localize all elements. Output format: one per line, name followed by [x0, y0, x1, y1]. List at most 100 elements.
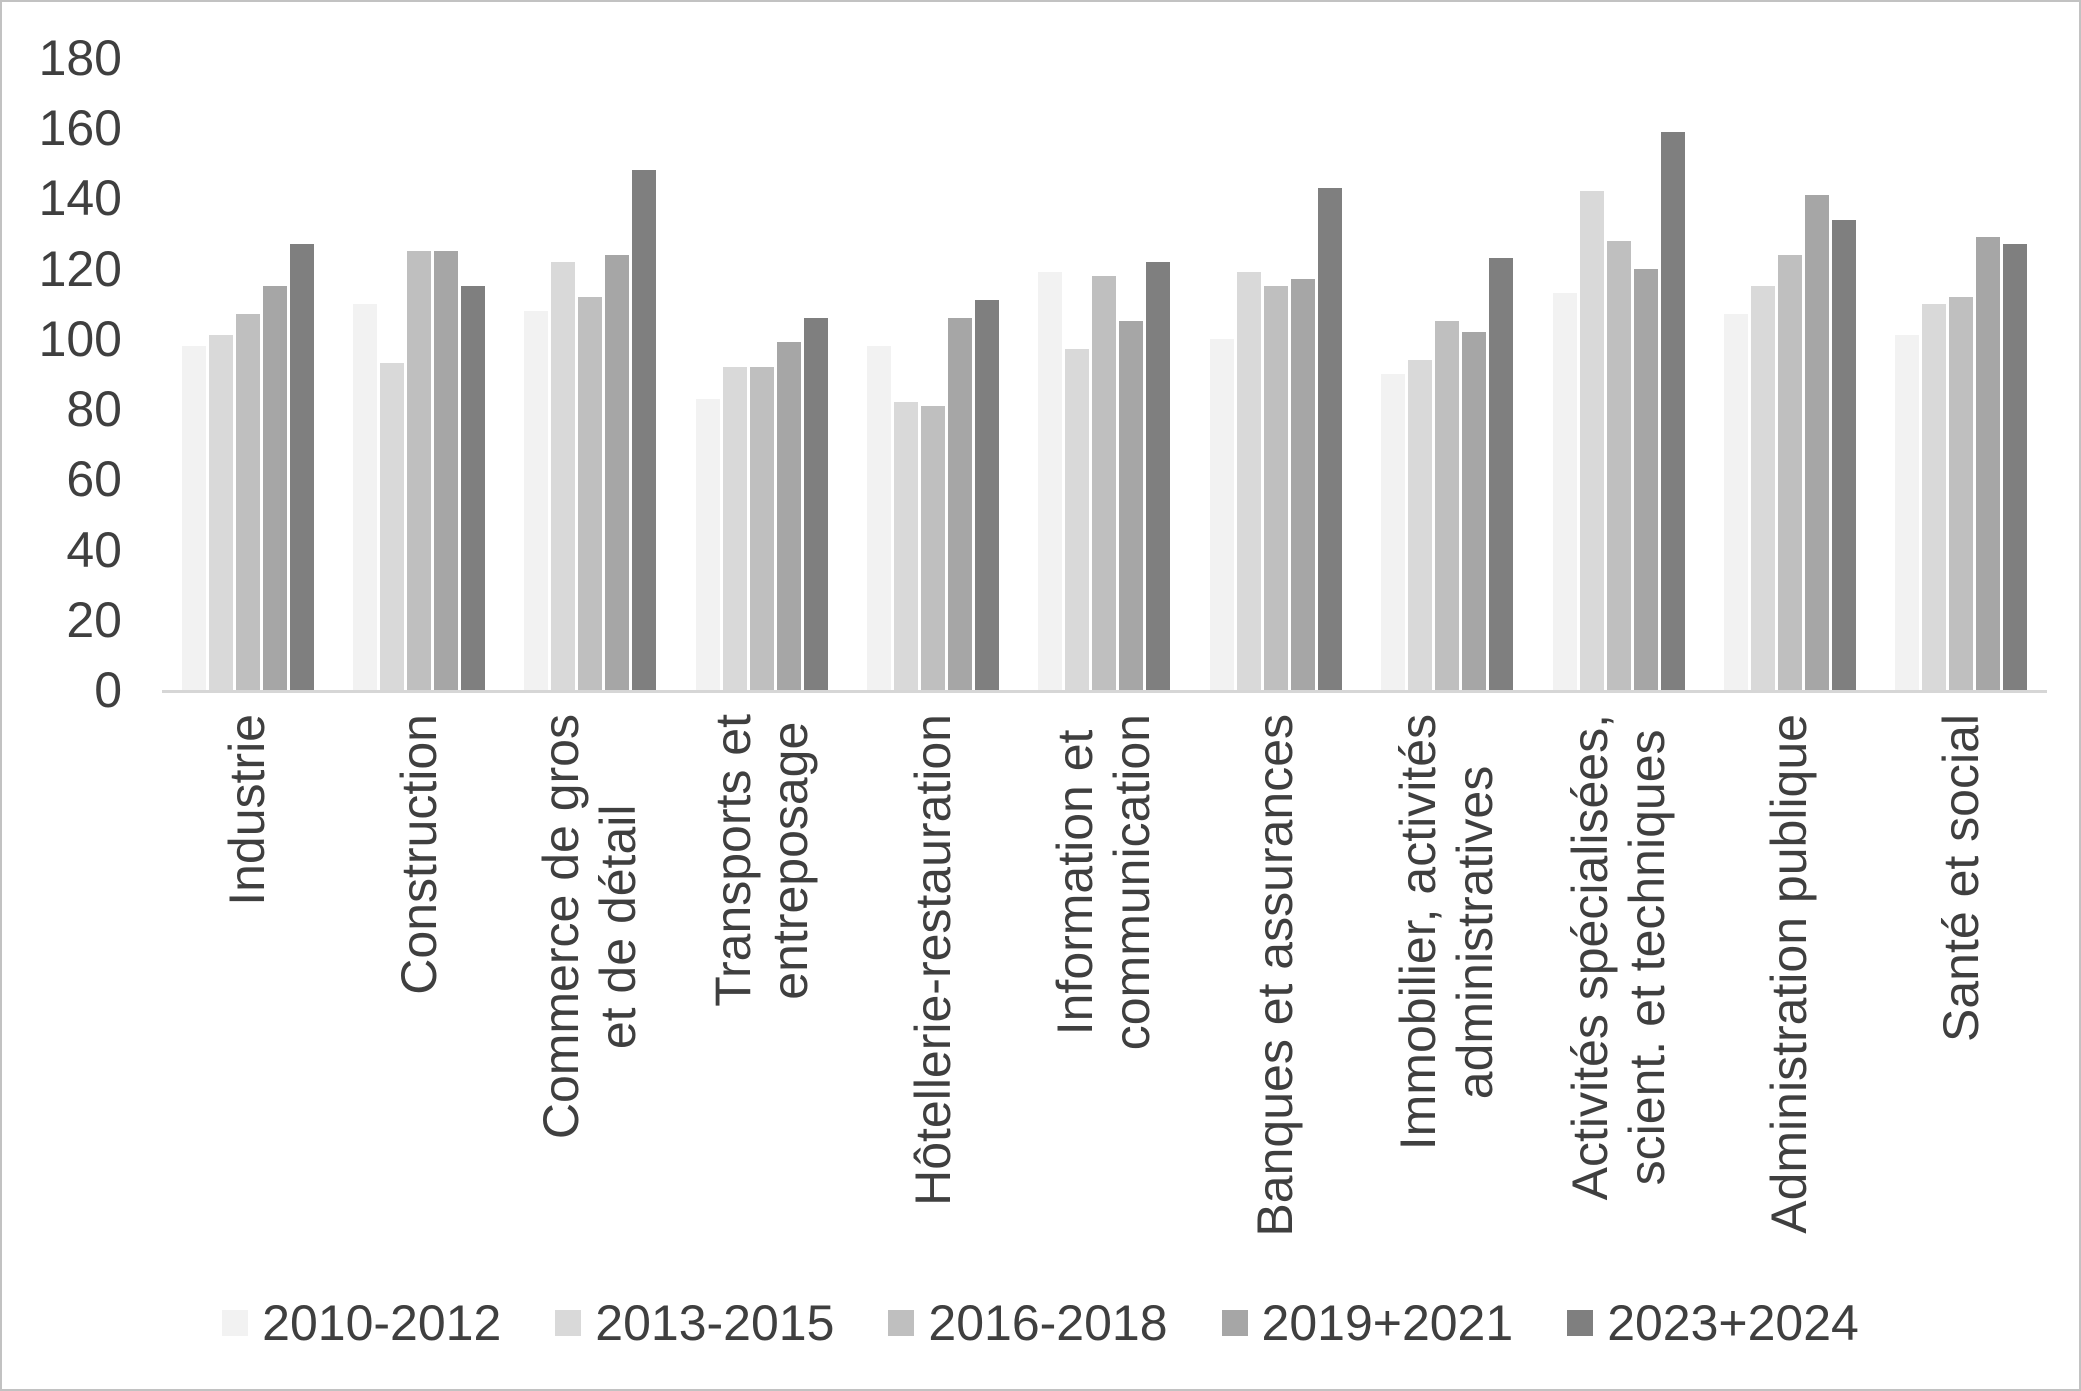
bar — [632, 170, 657, 690]
legend-item: 2019+2021 — [1221, 1295, 1514, 1351]
bar-group — [695, 58, 828, 690]
bar-group — [1381, 58, 1514, 690]
bar — [1209, 339, 1234, 690]
bar-group — [181, 58, 314, 690]
bar — [1038, 272, 1063, 690]
bar — [1579, 191, 1604, 690]
bar-group — [1038, 58, 1171, 690]
bar — [524, 311, 549, 690]
bar — [208, 335, 233, 690]
bar — [1236, 272, 1261, 690]
category-cell: Immobilier, activités administratives — [1362, 714, 1533, 1274]
y-tick-label: 140 — [38, 170, 122, 227]
y-tick-label: 100 — [38, 310, 122, 367]
category-label: Santé et social — [1932, 714, 1989, 1042]
category-cell: Santé et social — [1876, 714, 2047, 1274]
bar-group — [867, 58, 1000, 690]
legend-item: 2016-2018 — [888, 1295, 1168, 1351]
bar — [867, 346, 892, 690]
x-axis-category-labels: Industrie Construction Commerce de gros et… — [162, 714, 2047, 1274]
legend-item: 2010-2012 — [222, 1298, 501, 1348]
bar — [1606, 241, 1631, 690]
bar-group — [353, 58, 486, 690]
category-label: Commerce de gros et de détail — [533, 714, 647, 1140]
bar — [722, 367, 747, 690]
category-label: Immobilier, activités administratives — [1390, 714, 1504, 1151]
bar — [1408, 360, 1433, 690]
category-label: Activités spécialisées, scient. et techn… — [1561, 714, 1675, 1201]
bar — [695, 399, 720, 690]
bar — [1290, 279, 1315, 690]
bar — [262, 286, 287, 690]
y-tick-label: 20 — [66, 591, 122, 648]
bar — [2003, 244, 2028, 690]
category-label: Construction — [390, 714, 447, 995]
bar — [921, 406, 946, 690]
bar — [1119, 321, 1144, 690]
bar — [948, 318, 973, 690]
y-tick-label: 60 — [66, 451, 122, 508]
bar — [803, 318, 828, 690]
bar — [1949, 297, 1974, 690]
y-tick-label: 160 — [38, 100, 122, 157]
bar — [1552, 293, 1577, 690]
category-label: Hôtellerie-restauration — [904, 714, 961, 1206]
bar — [1263, 286, 1288, 690]
bar — [1976, 237, 2001, 690]
bar — [181, 346, 206, 690]
y-tick-label: 40 — [66, 521, 122, 578]
bar — [1146, 262, 1171, 690]
legend-label: 2016-2018 — [928, 1295, 1168, 1351]
category-label: Industrie — [219, 714, 276, 906]
category-cell: Commerce de gros et de détail — [505, 714, 676, 1274]
bar — [1895, 335, 1920, 690]
bar — [975, 300, 1000, 690]
bar — [1092, 276, 1117, 690]
bar — [578, 297, 603, 690]
legend-swatch — [1221, 1310, 1248, 1336]
bar — [1804, 195, 1829, 690]
bar — [749, 367, 774, 690]
bar — [1922, 304, 1947, 690]
bar-group — [524, 58, 657, 690]
bar — [1831, 220, 1856, 690]
bar — [1723, 314, 1748, 690]
category-cell: Industrie — [162, 714, 333, 1274]
bar — [380, 363, 405, 690]
y-axis: 180 160 140 120 100 80 60 40 20 0 — [2, 2, 122, 1389]
bar — [1435, 321, 1460, 690]
legend-label: 2019+2021 — [1261, 1295, 1514, 1351]
legend-item: 2023+2024 — [1567, 1298, 1859, 1348]
y-tick-label: 180 — [38, 30, 122, 86]
legend-item: 2013-2015 — [555, 1298, 834, 1348]
y-tick-label: 0 — [94, 662, 122, 718]
bar — [605, 255, 630, 690]
category-cell: Banques et assurances — [1190, 714, 1361, 1274]
bar — [894, 402, 919, 690]
bar — [551, 262, 576, 690]
bar — [776, 342, 801, 690]
category-cell: Construction — [333, 714, 504, 1274]
bar — [407, 251, 432, 690]
bar — [235, 314, 260, 690]
bar — [1381, 374, 1406, 690]
category-label: Information et communication — [1047, 714, 1161, 1051]
legend-label: 2023+2024 — [1607, 1295, 1859, 1351]
bar — [1777, 255, 1802, 690]
legend-label: 2010-2012 — [262, 1295, 502, 1351]
category-cell: Transports et entreposage — [676, 714, 847, 1274]
category-label: Transports et entreposage — [704, 714, 818, 1007]
category-label: Administration publique — [1761, 714, 1818, 1234]
bar — [434, 251, 459, 690]
bar-group — [1209, 58, 1342, 690]
category-cell: Administration publique — [1704, 714, 1875, 1274]
category-cell: Information et communication — [1019, 714, 1190, 1274]
category-cell: Activités spécialisées, scient. et techn… — [1533, 714, 1704, 1274]
y-tick-label: 80 — [66, 381, 122, 438]
bar — [1065, 349, 1090, 690]
bar — [289, 244, 314, 690]
bar — [1489, 258, 1514, 690]
bar — [353, 304, 378, 690]
legend-swatch — [888, 1310, 915, 1336]
